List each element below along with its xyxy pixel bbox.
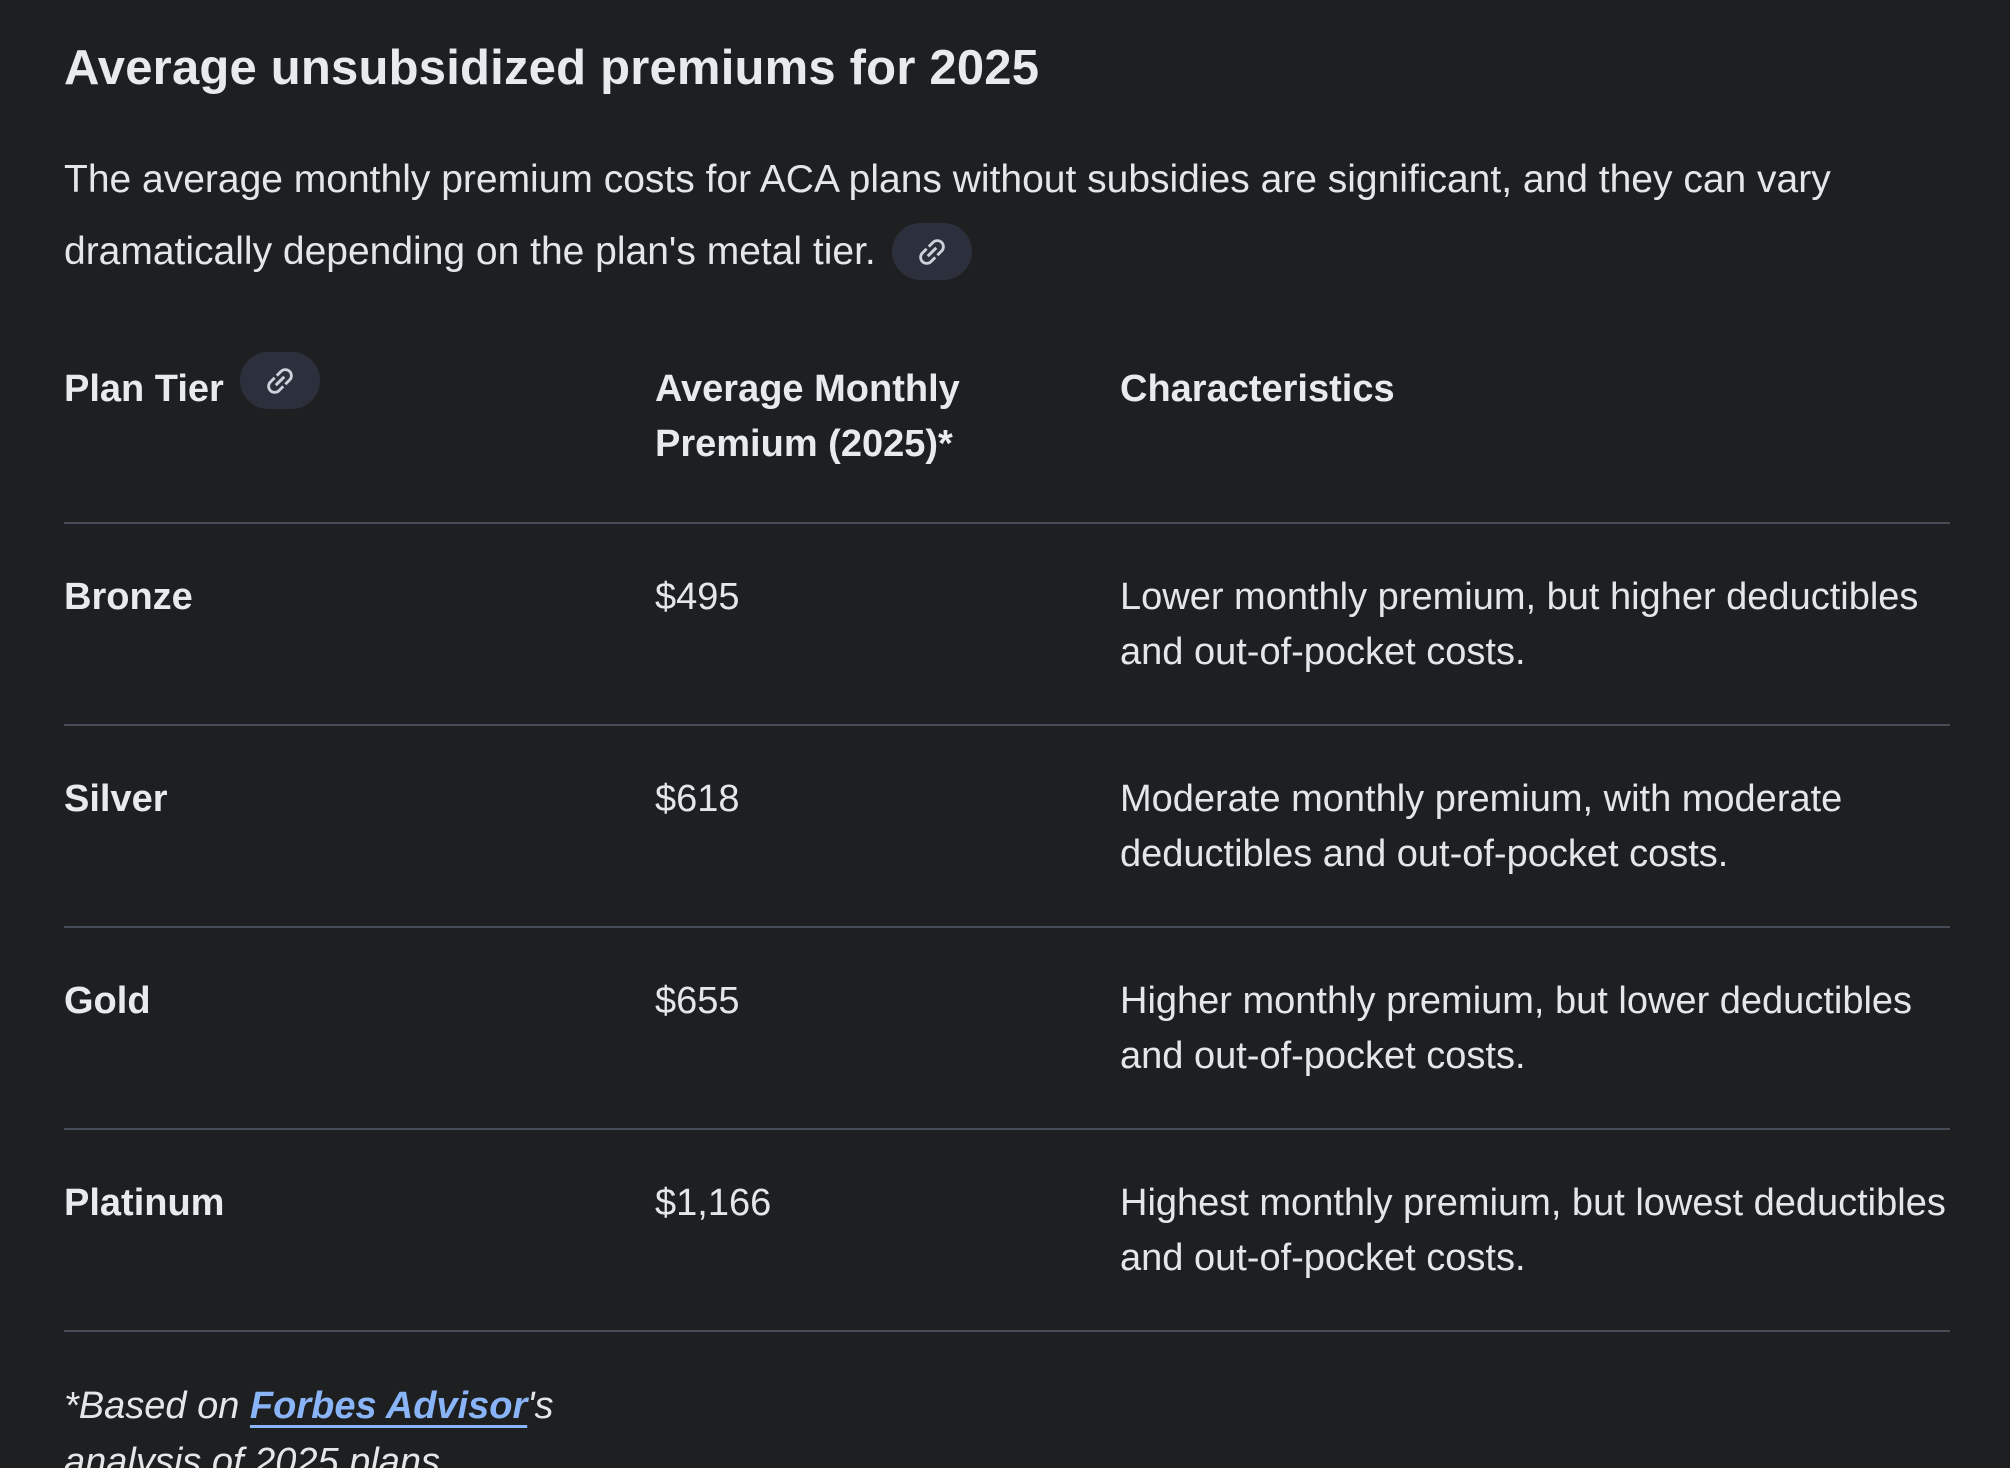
tier-name: Platinum <box>64 1182 225 1224</box>
premium-value: $655 <box>655 980 740 1022</box>
table-row-platinum: Platinum $1,166 Highest monthly premium,… <box>64 1130 1950 1332</box>
tier-name: Gold <box>64 980 151 1022</box>
characteristics-text: Moderate monthly premium, with moderate … <box>1120 778 1843 875</box>
footnote-prefix: *Based on <box>64 1385 250 1427</box>
source-link-chip[interactable] <box>891 223 972 281</box>
table-row-silver: Silver $618 Moderate monthly premium, wi… <box>64 726 1950 928</box>
tier-name: Silver <box>64 778 168 820</box>
footnote: *Based on Forbes Advisor's analysis of 2… <box>64 1378 584 1468</box>
column-header-plan-tier-cell: Plan Tier <box>64 352 655 472</box>
link-icon <box>918 238 945 265</box>
forbes-advisor-link[interactable]: Forbes Advisor <box>249 1385 528 1427</box>
column-header-plan-tier: Plan Tier <box>64 368 224 410</box>
characteristics-text: Higher monthly premium, but lower deduct… <box>1120 980 1913 1077</box>
link-icon <box>267 367 293 394</box>
premium-value: $618 <box>655 778 740 820</box>
plan-tier-source-chip[interactable] <box>239 352 320 409</box>
page-title: Average unsubsidized premiums for 2025 <box>64 41 1040 95</box>
table-header-row: Plan Tier Average Monthly Premium (2025)… <box>64 352 1950 524</box>
column-header-premium: Average Monthly Premium (2025)* <box>655 368 960 465</box>
intro-text: The average monthly premium costs for AC… <box>64 158 1831 273</box>
premiums-table: Plan Tier Average Monthly Premium (2025)… <box>64 352 1950 1332</box>
premium-value: $1,166 <box>655 1182 772 1224</box>
intro-paragraph: The average monthly premium costs for AC… <box>64 144 1950 288</box>
table-row-gold: Gold $655 Higher monthly premium, but lo… <box>64 928 1950 1130</box>
column-header-characteristics: Characteristics <box>1120 368 1395 410</box>
characteristics-text: Lower monthly premium, but higher deduct… <box>1120 576 1919 673</box>
table-row-bronze: Bronze $495 Lower monthly premium, but h… <box>64 524 1950 726</box>
characteristics-text: Highest monthly premium, but lowest dedu… <box>1120 1182 1946 1279</box>
premium-value: $495 <box>655 576 740 618</box>
tier-name: Bronze <box>64 576 193 618</box>
footnote-suffix: 's analysis of 2025 plans. <box>64 1385 554 1468</box>
